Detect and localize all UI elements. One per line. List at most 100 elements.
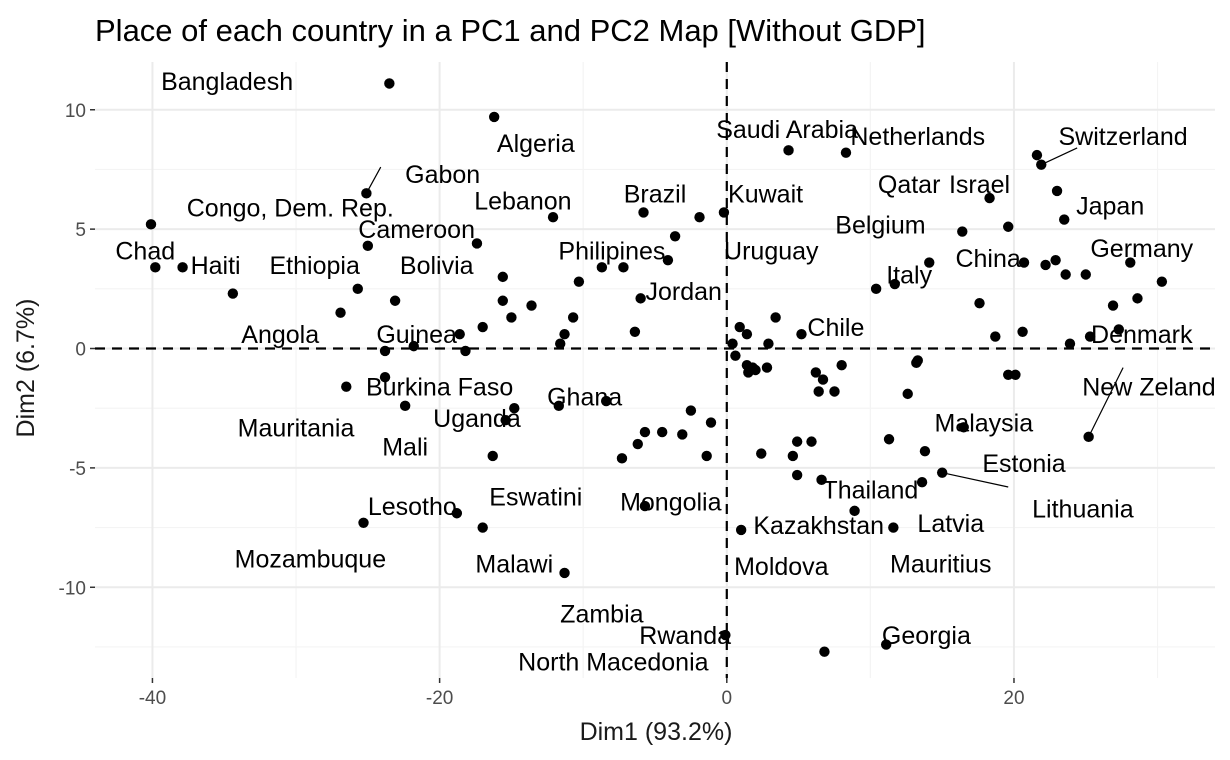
point-label: Qatar — [878, 171, 941, 199]
data-point — [639, 426, 651, 438]
data-point — [1113, 324, 1124, 335]
point-label: Latvia — [917, 510, 984, 538]
point-label: Burkina Faso — [366, 374, 513, 402]
data-point — [487, 450, 498, 462]
data-point — [1080, 269, 1091, 280]
point-label: Mali — [382, 433, 428, 461]
point-label: Germany — [1090, 235, 1193, 263]
point-label: Belgium — [835, 211, 925, 239]
data-point — [756, 448, 767, 459]
data-point — [358, 517, 369, 529]
data-point — [471, 238, 483, 249]
data-point — [638, 207, 649, 218]
data-point — [451, 508, 463, 519]
data-point — [596, 262, 608, 273]
point-label: Bolivia — [400, 252, 474, 280]
data-point — [177, 262, 188, 273]
data-point — [919, 445, 931, 457]
y-tick-label: 5 — [75, 220, 86, 241]
label-leader-line — [1041, 147, 1078, 166]
data-point — [836, 360, 847, 371]
point-label: Philipines — [558, 238, 665, 266]
data-point — [629, 326, 641, 337]
point-label: Brazil — [624, 180, 687, 208]
data-point — [1010, 369, 1021, 380]
data-point — [870, 283, 882, 295]
data-point — [477, 321, 488, 333]
data-point — [734, 321, 745, 333]
y-tick-label: 0 — [75, 340, 86, 361]
data-point — [559, 567, 570, 579]
point-label: Thailand — [822, 476, 918, 504]
point-label: Chile — [807, 314, 864, 342]
x-tick-label: 0 — [722, 688, 733, 709]
data-point — [816, 474, 827, 486]
point-label: Israel — [949, 171, 1010, 199]
data-point — [526, 300, 537, 311]
data-point — [379, 345, 391, 357]
data-point — [509, 403, 520, 414]
data-point — [1059, 214, 1070, 225]
data-point — [677, 429, 688, 440]
point-label: Eswatini — [489, 484, 582, 512]
x-tick-label: -20 — [426, 688, 453, 709]
data-point — [817, 374, 829, 385]
data-point — [227, 288, 239, 299]
point-label: Lebanon — [474, 187, 571, 215]
reference-lines — [95, 62, 1215, 678]
data-point — [618, 262, 629, 273]
point-label: Mauritania — [238, 414, 355, 442]
data-point — [506, 312, 517, 323]
grid — [95, 62, 1215, 678]
data-point — [984, 192, 995, 204]
point-label: Malaysia — [934, 410, 1033, 438]
point-label: Moldova — [734, 553, 829, 581]
point-label: Algeria — [497, 130, 575, 158]
data-point — [916, 477, 928, 488]
data-point — [1017, 326, 1028, 337]
data-point — [1156, 276, 1168, 287]
data-point — [500, 414, 511, 426]
data-point — [883, 434, 895, 445]
data-point — [727, 338, 738, 349]
data-point — [477, 522, 488, 533]
data-point — [958, 422, 969, 433]
data-point — [880, 639, 892, 650]
point-label: Uruguay — [724, 238, 819, 266]
data-point — [741, 328, 753, 340]
point-label: Bangladesh — [161, 68, 293, 96]
axis-ticks: -40 -20 0 20 -10 -5 0 5 10 — [59, 101, 1025, 709]
data-point — [829, 386, 840, 397]
data-point — [635, 293, 646, 304]
point-label: Ghana — [547, 383, 622, 411]
point-label: New Zeland — [1082, 374, 1215, 402]
point-labels: Bangladesh Algeria Saudi ArabiaNetherlands… — [115, 68, 1215, 676]
data-point — [145, 219, 157, 230]
point-label: Haiti — [191, 252, 241, 280]
data-point — [730, 350, 741, 361]
data-point — [1031, 149, 1043, 161]
point-label: Lithuania — [1032, 495, 1134, 523]
data-point — [573, 276, 585, 287]
data-point — [555, 338, 566, 349]
data-point — [497, 271, 508, 283]
x-axis-title: Dim1 (93.2%) — [580, 718, 733, 746]
point-label: Georgia — [882, 622, 971, 650]
data-point — [770, 312, 781, 323]
point-label: Jordan — [645, 278, 721, 306]
data-point — [335, 307, 346, 318]
data-point — [957, 226, 968, 237]
data-point — [600, 395, 612, 407]
point-label: Gabon — [405, 161, 480, 189]
point-label: Chad — [115, 238, 175, 266]
data-point — [361, 188, 372, 199]
y-tick-label: -5 — [69, 459, 86, 480]
data-point — [974, 297, 985, 309]
data-point — [1125, 257, 1136, 268]
data-point — [761, 362, 773, 373]
y-tick-label: 10 — [65, 101, 86, 122]
data-point — [743, 367, 754, 378]
data-point — [705, 417, 717, 428]
x-tick-label: 20 — [1003, 688, 1024, 709]
